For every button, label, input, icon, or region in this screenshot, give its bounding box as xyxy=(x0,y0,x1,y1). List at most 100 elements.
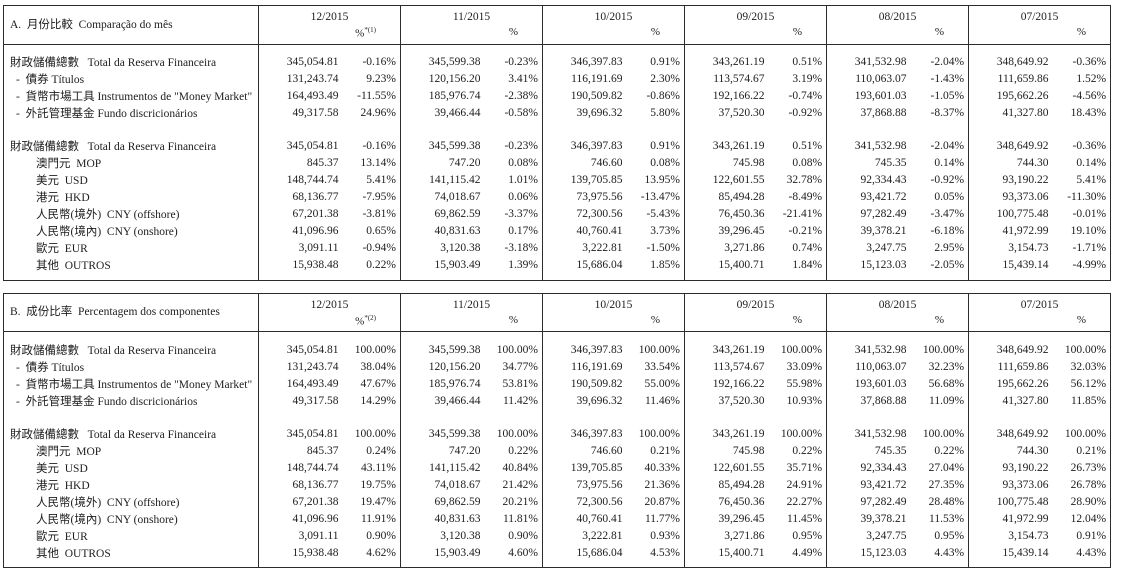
amount-cell: 3,247.75 xyxy=(826,527,907,545)
row-label: - 外託管理基金 Fundo discricionários xyxy=(16,108,198,121)
amount-cell: 3,154.73 xyxy=(968,239,1049,257)
amount-cell: 845.37 xyxy=(258,442,339,460)
amount-cell: 343,261.19 xyxy=(684,53,765,71)
spacer-cell xyxy=(339,561,401,568)
row-label: 澳門元 MOP xyxy=(36,158,102,171)
percent-cell: 10.93% xyxy=(786,394,823,407)
percent-cell: 100.00% xyxy=(354,427,396,440)
spacer-cell xyxy=(826,121,907,138)
percent-cell: -6.18% xyxy=(930,225,965,238)
month-label: 12/2015 xyxy=(310,11,349,23)
percent-cell: 0.24% xyxy=(366,444,396,457)
row-label: 美元 USD xyxy=(36,175,88,188)
percent-cell: -2.38% xyxy=(504,90,538,103)
spacer-cell xyxy=(4,274,259,281)
percent-cell: 0.95% xyxy=(792,529,823,542)
percent-header: % xyxy=(508,26,518,38)
percent-cell: -0.01% xyxy=(1072,208,1107,221)
table-row: 財政儲備總數 Total da Reserva Financeira 345,05… xyxy=(4,53,1111,71)
percent-cell: 0.91% xyxy=(1076,529,1107,542)
amount-cell: 745.35 xyxy=(826,442,907,460)
percent-cell: -0.36% xyxy=(1072,140,1107,153)
percent-cell: 0.06% xyxy=(508,191,538,204)
amount-cell: 92,334.43 xyxy=(826,171,907,189)
spacer-cell xyxy=(623,332,685,342)
table-row: 其他 OUTROS 15,938.48 4.62% 15,903.49 4.60% 15,… xyxy=(4,544,1111,562)
spacer-cell xyxy=(481,561,543,568)
percent-cell: -0.23% xyxy=(504,140,538,153)
amount-cell: 93,421.72 xyxy=(826,476,907,494)
spacer-cell xyxy=(1049,122,1111,138)
amount-cell: 69,862.59 xyxy=(400,493,481,511)
row-label: 人民幣(境外) CNY (offshore) xyxy=(36,209,180,222)
percent-cell: 0.14% xyxy=(934,157,965,170)
amount-cell: 49,317.58 xyxy=(258,392,339,410)
amount-cell: 345,599.38 xyxy=(400,425,481,443)
amount-cell: 93,373.06 xyxy=(968,476,1049,494)
percent-cell: 5.41% xyxy=(1076,174,1107,187)
percent-cell: 100.00% xyxy=(780,343,823,356)
percent-cell: 27.04% xyxy=(928,461,965,474)
amount-cell: 76,450.36 xyxy=(684,493,765,511)
spacer-cell xyxy=(481,274,543,281)
amount-cell: 93,190.22 xyxy=(968,459,1049,477)
amount-cell: 116,191.69 xyxy=(542,358,623,376)
spacer-cell xyxy=(623,44,685,54)
amount-cell: 39,296.45 xyxy=(684,222,765,240)
percent-cell: 11.45% xyxy=(787,512,823,525)
table-row: 歐元 EUR 3,091.11 0.90% 3,120.38 0.90% 3,222.81… xyxy=(4,527,1111,545)
amount-cell: 120,156.20 xyxy=(400,358,481,376)
amount-cell: 15,439.14 xyxy=(968,544,1049,562)
column-header-month: 12/2015 %*(1) xyxy=(258,5,401,45)
month-label: 07/2015 xyxy=(1020,298,1059,311)
percent-cell: 9.23% xyxy=(366,73,396,86)
tables-container: A. 月份比較 Comparação do mês 12/2015 %*(1) 11/… xyxy=(3,5,1139,569)
percent-cell: 40.84% xyxy=(502,461,538,474)
percent-header: %*(2) xyxy=(355,313,376,328)
amount-cell: 72,300.56 xyxy=(542,205,623,223)
percent-cell: -8.37% xyxy=(930,107,965,120)
amount-cell: 73,975.56 xyxy=(542,476,623,494)
spacer-cell xyxy=(4,122,259,138)
percent-cell: 0.95% xyxy=(934,529,965,542)
spacer-cell xyxy=(258,561,339,568)
spacer-cell xyxy=(907,44,969,54)
percent-cell: 100.00% xyxy=(1064,427,1107,440)
percent-cell: 12.04% xyxy=(1070,512,1107,525)
percent-cell: 2.30% xyxy=(650,73,681,86)
fin-table: A. 月份比較 Comparação do mês 12/2015 %*(1) 11/… xyxy=(3,5,1112,281)
percent-cell: 1.01% xyxy=(508,174,538,187)
percent-cell: 32.03% xyxy=(1070,360,1107,373)
percent-cell: -1.71% xyxy=(1072,242,1107,255)
percent-cell: 1.39% xyxy=(508,259,538,272)
amount-cell: 15,439.14 xyxy=(968,256,1049,274)
row-label: 澳門元 MOP xyxy=(36,445,102,458)
percent-cell: -1.05% xyxy=(930,90,965,103)
percent-cell: -4.56% xyxy=(1072,90,1107,103)
spacer-cell xyxy=(623,122,685,138)
percent-cell: 0.14% xyxy=(1076,157,1107,170)
spacer-cell xyxy=(684,44,765,54)
row-label: 財政儲備總數 Total da Reserva Financeira xyxy=(10,141,217,154)
spacer-cell xyxy=(481,122,543,138)
amount-cell: 68,136.77 xyxy=(258,188,339,206)
amount-cell: 195,662.26 xyxy=(968,375,1049,393)
spacer-row xyxy=(4,121,1111,138)
amount-cell: 193,601.03 xyxy=(826,375,907,393)
percent-cell: 13.95% xyxy=(644,174,681,187)
amount-cell: 348,649.92 xyxy=(968,137,1049,155)
spacer-cell xyxy=(481,332,543,342)
header-row: B. 成份比率 Percentagem dos componentes 12/20… xyxy=(3,293,1111,333)
percent-cell: 1.52% xyxy=(1076,73,1107,86)
spacer-cell xyxy=(4,409,259,425)
amount-cell: 747.20 xyxy=(400,154,481,172)
percent-cell: -0.23% xyxy=(504,56,538,69)
spacer-cell xyxy=(765,332,827,342)
amount-cell: 67,201.38 xyxy=(258,493,339,511)
spacer-cell xyxy=(542,561,623,568)
amount-cell: 3,091.11 xyxy=(258,527,339,545)
amount-cell: 341,532.98 xyxy=(826,53,907,71)
spacer-cell xyxy=(907,332,969,342)
amount-cell: 74,018.67 xyxy=(400,188,481,206)
